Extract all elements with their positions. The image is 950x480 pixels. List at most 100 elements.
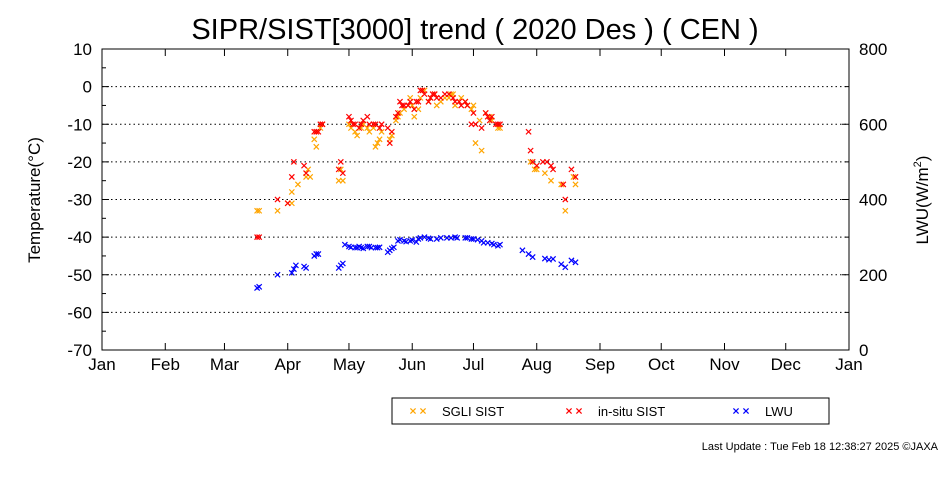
data-point (464, 102, 471, 109)
y-tick-label: -30 (67, 191, 92, 210)
data-point (315, 251, 322, 258)
data-point (533, 162, 540, 169)
data-point (450, 94, 457, 101)
data-point (376, 244, 383, 251)
data-point (256, 234, 263, 241)
data-point (364, 124, 371, 132)
data-point (421, 234, 428, 241)
x-tick-label: Oct (648, 355, 675, 374)
data-point (490, 241, 497, 248)
x-tick-label: Mar (210, 355, 240, 374)
y2-tick-label: 600 (859, 115, 887, 134)
data-point (319, 121, 326, 128)
legend-label: in-situ SIST (598, 404, 665, 419)
data-point (547, 162, 555, 169)
y-axis-tick-labels: 10 0 -10 -20 -30 -40 -50 -60 -70 (67, 40, 92, 360)
x-tick-label: Nov (709, 355, 740, 374)
data-point (494, 121, 501, 128)
data-point (254, 234, 261, 241)
x-tick-label: Sep (585, 355, 615, 374)
data-point (354, 132, 361, 139)
x-tick-label: Feb (151, 355, 180, 374)
data-point (437, 234, 444, 241)
data-point (454, 234, 461, 241)
y-tick-label: -70 (67, 341, 92, 360)
data-point (474, 236, 481, 243)
y2-axis-label-superscript: 2 (912, 161, 924, 167)
last-update-text: Last Update : Tue Feb 18 12:38:27 2025 ©… (702, 441, 939, 453)
data-point (360, 245, 367, 252)
legend: SGLI SIST in-situ SIST LWU (391, 397, 830, 425)
legend-entry: SGLI SIST (409, 404, 504, 419)
y2-axis-label-main: LWU(W/m (913, 167, 932, 244)
x-tick-label: Jan (835, 355, 862, 374)
data-point (427, 235, 434, 243)
data-point (568, 166, 575, 173)
data-point (407, 98, 414, 105)
data-point (311, 136, 318, 143)
legend-entry: in-situ SIST (565, 404, 665, 419)
y-tick-label: -50 (67, 266, 92, 285)
data-point (288, 188, 295, 195)
series-lwu (254, 234, 579, 291)
data-point (433, 235, 440, 243)
data-point (529, 254, 536, 261)
data-point (292, 262, 299, 269)
legend-marker (419, 407, 427, 415)
data-point (350, 121, 357, 128)
data-point (488, 113, 495, 120)
data-point (339, 170, 346, 177)
data-point (303, 170, 310, 177)
data-point (572, 173, 579, 180)
data-point (531, 166, 538, 173)
legend-marker (409, 407, 417, 415)
legend-label: LWU (765, 404, 793, 419)
data-point (394, 109, 401, 116)
x-tick-label: Jun (399, 355, 426, 374)
data-point (254, 207, 261, 214)
y-tick-label: -60 (67, 303, 92, 322)
y-tick-label: -40 (67, 228, 92, 247)
data-point (447, 91, 455, 98)
data-point (378, 121, 385, 128)
data-point (478, 147, 485, 154)
data-point (462, 98, 469, 105)
data-point (337, 166, 344, 173)
data-point (374, 244, 381, 251)
data-point (568, 257, 575, 264)
legend-marker (742, 407, 750, 415)
y2-tick-label: 0 (859, 341, 868, 360)
data-point (541, 255, 548, 262)
series-in-situ-sist (254, 87, 579, 241)
x-axis-tick-labels: Jan Feb Mar Apr May Jun Jul Aug Sep Oct Nov Dec Jan (88, 355, 862, 374)
data-point (358, 121, 365, 128)
data-point (352, 244, 359, 251)
data-point (456, 98, 463, 105)
data-point (284, 200, 291, 207)
data-point (290, 266, 297, 273)
y-tick-label: 0 (83, 78, 92, 97)
x-tick-label: Dec (771, 355, 802, 374)
data-point (376, 124, 383, 132)
data-point (525, 251, 532, 258)
data-point (356, 124, 363, 132)
data-point (274, 271, 281, 278)
data-point (288, 269, 295, 276)
data-point (376, 136, 383, 143)
data-point (562, 264, 569, 271)
data-point (470, 109, 477, 116)
data-point (462, 234, 469, 241)
x-tick-label: Jan (88, 355, 115, 374)
data-point (364, 113, 371, 120)
data-point (560, 181, 567, 188)
legend-marker (575, 407, 583, 415)
data-point (392, 113, 399, 120)
data-point (345, 113, 352, 120)
data-point (290, 158, 297, 165)
legend-items: SGLI SIST in-situ SIST LWU (409, 404, 793, 419)
data-point (468, 235, 475, 243)
y-axis-label: Temperature(°C) (25, 137, 44, 263)
data-point (519, 247, 526, 254)
data-point (550, 166, 557, 173)
